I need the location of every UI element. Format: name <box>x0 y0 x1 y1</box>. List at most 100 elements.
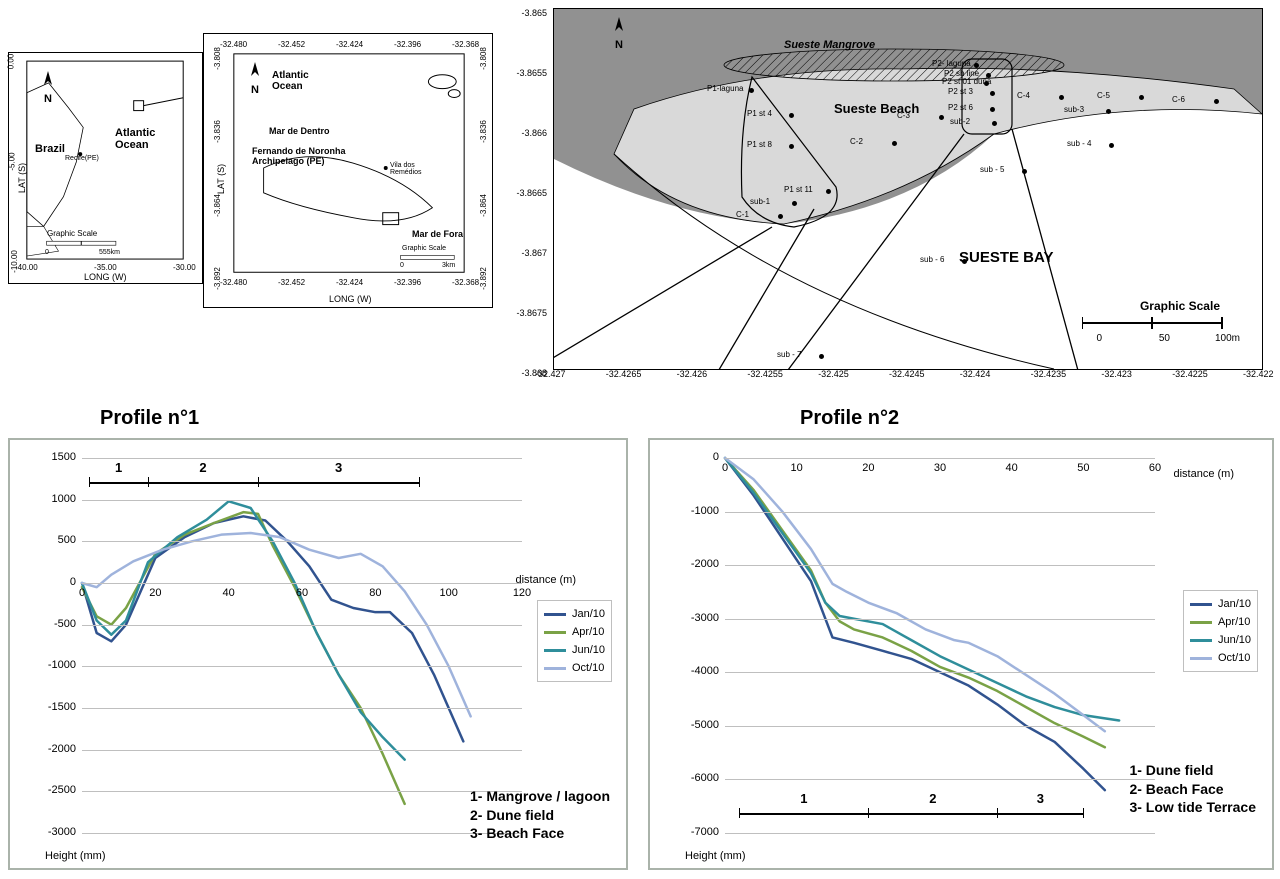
map-y-tick: -3.867 <box>507 248 547 258</box>
x-tick-label: 40 <box>997 462 1027 474</box>
legend-item: Apr/10 <box>1190 613 1251 631</box>
x-axis-label: distance (m) <box>515 574 576 586</box>
y-tick-label: -1000 <box>677 505 719 517</box>
legend-label: Oct/10 <box>1218 652 1250 664</box>
map-x-tick: -32.4245 <box>889 369 925 379</box>
sueste-inner-map: N Sueste Mangrove Sueste Beach SUESTE BA… <box>553 8 1263 370</box>
profile2-plot-area: 0-1000-2000-3000-4000-5000-6000-70000102… <box>725 458 1155 833</box>
archipelago-label: Fernando de Noronha Archipelago (PE) <box>252 146 382 166</box>
x-axis-title: LONG (W) <box>84 272 127 282</box>
legend-label: Jan/10 <box>572 608 605 620</box>
ocean-label: Atlantic Ocean <box>272 70 332 92</box>
legend-swatch <box>544 667 566 670</box>
station-label: sub - 6 <box>920 255 944 264</box>
map-x-tick: -32.4225 <box>1172 369 1208 379</box>
legend-swatch <box>1190 639 1212 642</box>
legend-label: Jun/10 <box>572 644 605 656</box>
legend-label: Apr/10 <box>1218 616 1250 628</box>
key-line: 3- Low tide Terrace <box>1129 798 1256 816</box>
station-dot <box>1214 99 1219 104</box>
map-x-tick: -32.4265 <box>606 369 642 379</box>
zone-label: 1 <box>794 791 814 806</box>
legend-item: Jun/10 <box>544 641 605 659</box>
legend-item: Jan/10 <box>1190 595 1251 613</box>
x-tick-label: 80 <box>360 587 390 599</box>
profile1-chart: 150010005000-500-1000-1500-2000-2500-300… <box>8 438 628 870</box>
station-label: C-5 <box>1097 91 1110 100</box>
y-tick-label: -6000 <box>677 772 719 784</box>
legend-label: Jun/10 <box>1218 634 1251 646</box>
y-axis-title: LAT (S) <box>216 164 226 194</box>
station-label: P1 st 4 <box>747 109 772 118</box>
map-x-tick: -32.424 <box>960 369 991 379</box>
x-tick-label: 50 <box>1068 462 1098 474</box>
zone-label: 1 <box>109 460 129 475</box>
profile1-title: Profile n°1 <box>100 407 199 430</box>
profile2-chart: 0-1000-2000-3000-4000-5000-6000-70000102… <box>648 438 1274 870</box>
x-tick-label: 60 <box>287 587 317 599</box>
zone-label: 2 <box>193 460 213 475</box>
legend-swatch <box>1190 621 1212 624</box>
map-x-tick: -32.425 <box>818 369 849 379</box>
map-x-tick: -32.426 <box>677 369 708 379</box>
y-tick-label: -2500 <box>34 784 76 796</box>
station-dot <box>778 214 783 219</box>
station-label: P2 st 01 duna <box>942 77 991 86</box>
series-line-jun10 <box>725 458 1119 721</box>
map-x-tick: -32.422 <box>1243 369 1274 379</box>
station-dot <box>990 107 995 112</box>
scale-tick: 50 <box>1159 333 1170 344</box>
map-brazil: N Brazil Atlantic Ocean Recife(PE) Graph… <box>8 52 203 284</box>
zone-label: 2 <box>923 791 943 806</box>
legend-item: Jun/10 <box>1190 631 1251 649</box>
station-dot <box>939 115 944 120</box>
profile1-plot-area: 150010005000-500-1000-1500-2000-2500-300… <box>82 458 522 833</box>
map-x-tick: -32.427 <box>535 369 566 379</box>
mangrove-label: Sueste Mangrove <box>784 39 875 51</box>
legend-label: Apr/10 <box>572 626 604 638</box>
legend-label: Jan/10 <box>1218 598 1251 610</box>
brazil-label: Brazil <box>35 143 65 155</box>
station-dot <box>1022 169 1027 174</box>
y-tick-label: -7000 <box>677 826 719 838</box>
y-tick-label: -2000 <box>34 743 76 755</box>
station-dot <box>792 201 797 206</box>
profile2-legend: Jan/10 Apr/10 Jun/10 Oct/10 <box>1183 590 1258 672</box>
zone-label: 3 <box>1030 791 1050 806</box>
station-label: sub - 4 <box>1067 139 1091 148</box>
y-tick-label: -500 <box>34 618 76 630</box>
sea-inside-label: Mar de Dentro <box>269 126 330 136</box>
legend-item: Oct/10 <box>1190 649 1251 667</box>
legend-label: Oct/10 <box>572 662 604 674</box>
y-tick-label: 1000 <box>34 493 76 505</box>
x-tick-label: 120 <box>507 587 537 599</box>
y-axis-title: LAT (S) <box>17 163 27 193</box>
station-dot <box>974 63 979 68</box>
legend-swatch <box>544 613 566 616</box>
station-label: sub-2 <box>950 117 970 126</box>
key-line: 1- Dune field <box>1129 761 1256 779</box>
x-tick-label: 20 <box>853 462 883 474</box>
x-tick-label: 0 <box>710 462 740 474</box>
station-dot <box>992 121 997 126</box>
legend-swatch <box>544 631 566 634</box>
scale-tick: 555km <box>99 249 120 256</box>
profile1-legend: Jan/10 Apr/10 Jun/10 Oct/10 <box>537 600 612 682</box>
station-label: P1 st 8 <box>747 140 772 149</box>
map-y-tick: -3.865 <box>507 8 547 18</box>
key-line: 2- Beach Face <box>1129 780 1256 798</box>
y-tick-label: -1000 <box>34 659 76 671</box>
x-axis-label: distance (m) <box>1173 468 1234 480</box>
key-line: 3- Beach Face <box>470 824 610 842</box>
station-dot <box>990 91 995 96</box>
scale-tick: 0 <box>400 262 404 269</box>
y-tick-label: -1500 <box>34 701 76 713</box>
station-label: P1 st 11 <box>784 185 813 194</box>
station-dot <box>962 259 967 264</box>
station-dot <box>789 144 794 149</box>
station-dot <box>1106 109 1111 114</box>
y-tick-label: -3000 <box>677 612 719 624</box>
x-axis-title: LONG (W) <box>329 294 372 304</box>
x-tick-label: 30 <box>925 462 955 474</box>
y-tick-label: -3000 <box>34 826 76 838</box>
